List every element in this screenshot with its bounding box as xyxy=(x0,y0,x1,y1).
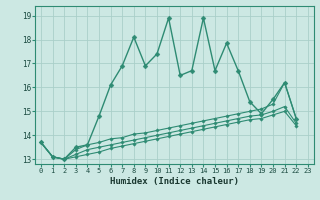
X-axis label: Humidex (Indice chaleur): Humidex (Indice chaleur) xyxy=(110,177,239,186)
